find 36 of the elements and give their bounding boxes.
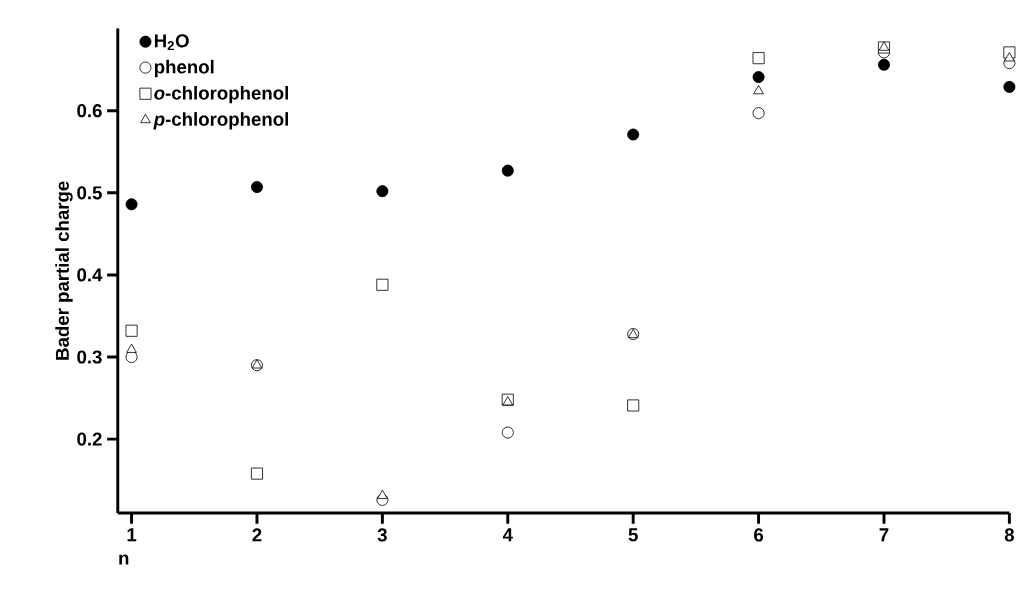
point xyxy=(250,467,263,480)
point xyxy=(125,198,138,211)
x-tick-label: 3 xyxy=(377,528,387,542)
point xyxy=(377,489,388,500)
point xyxy=(627,399,640,412)
x-tick-label: 8 xyxy=(1004,528,1014,542)
point xyxy=(878,58,890,71)
point xyxy=(125,324,138,337)
legend-label: H$_{2}$O xyxy=(154,34,189,51)
point xyxy=(752,107,765,120)
x-axis-title: n xyxy=(119,554,129,565)
legend-label: p-chlorophenol xyxy=(153,112,288,130)
point xyxy=(627,128,640,141)
x-tick-label: 2 xyxy=(252,528,262,542)
x-tick-label: 6 xyxy=(754,528,764,542)
point xyxy=(126,343,137,353)
point xyxy=(753,85,764,95)
point xyxy=(752,71,765,84)
y-tick-label: 0.6 xyxy=(77,104,102,118)
point xyxy=(250,181,263,194)
point xyxy=(501,164,514,177)
x-tick-label: 7 xyxy=(879,528,889,542)
legend-label: phenol xyxy=(154,59,214,78)
legend-label: o-chlorophenol xyxy=(154,86,288,104)
x-tick-label: 5 xyxy=(628,528,638,542)
y-tick-label: 0.4 xyxy=(77,268,103,282)
y-tick-label: 0.3 xyxy=(77,350,102,364)
y-tick-label: 0.2 xyxy=(77,432,102,446)
y-axis-title: Bader partial charge xyxy=(55,181,73,360)
y-tick-label: 0.5 xyxy=(77,186,102,200)
point xyxy=(752,52,765,65)
point xyxy=(501,426,514,439)
point xyxy=(376,278,389,291)
x-tick-label: 4 xyxy=(502,528,513,542)
x-tick-label: 1 xyxy=(127,528,137,542)
point xyxy=(376,185,389,198)
